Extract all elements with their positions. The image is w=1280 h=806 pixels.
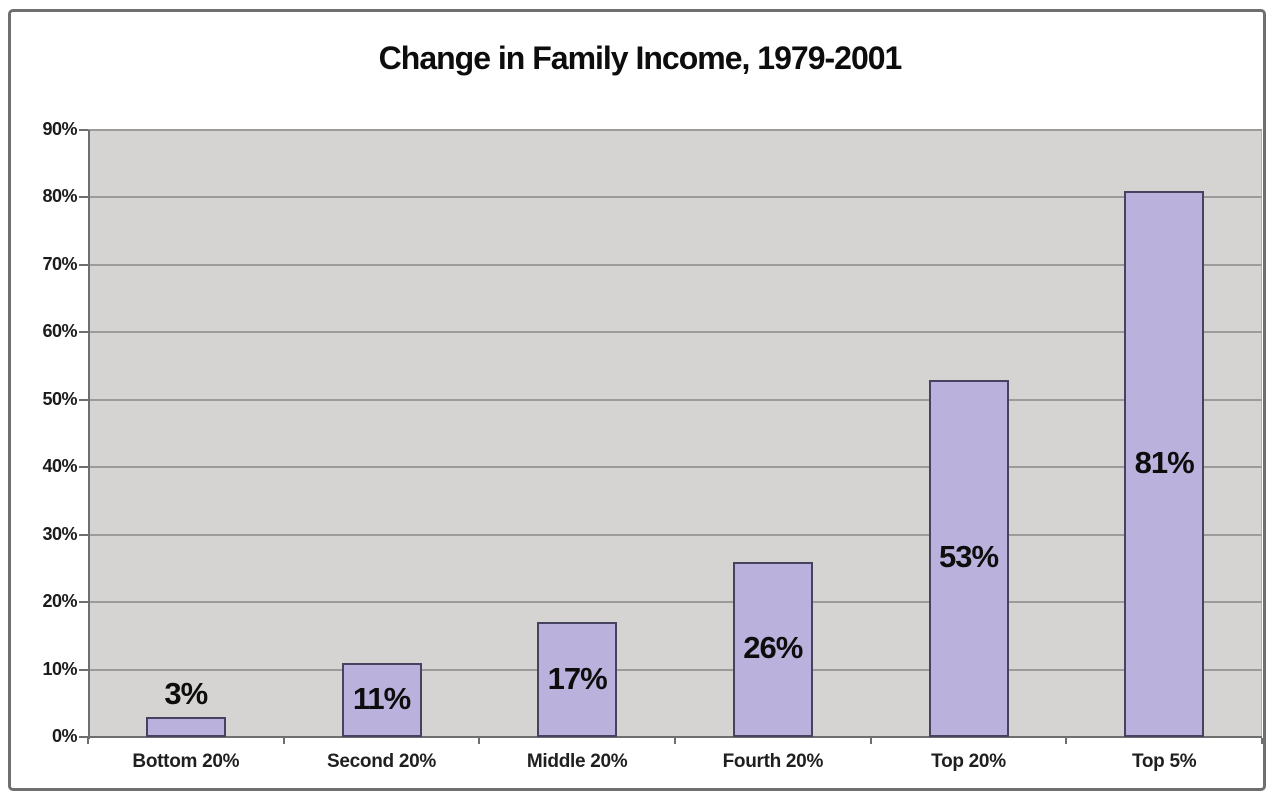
gridline-40 [88,466,1262,469]
gridline-80 [88,196,1262,199]
bar-bottom-20- [145,716,226,737]
x-tick-0 [87,738,89,744]
y-tick-30% [79,533,88,536]
y-tick-20% [79,601,88,604]
y-axis-label-90%: 90% [42,119,77,139]
gridline-20 [88,601,1262,604]
y-axis-label-30%: 30% [42,523,77,544]
bar-value-label: 3% [164,675,208,711]
gridline-60 [88,331,1262,334]
y-axis-label-40%: 40% [42,456,77,477]
y-tick-90% [79,129,88,131]
bar-value-label: 26% [743,630,803,666]
bar-value-label: 11% [352,680,411,716]
chart-title: Change in Family Income, 1979-2001 [378,40,903,76]
bar-fourth-20- [732,561,813,737]
x-axis-line [88,736,1262,738]
bar-middle-20- [537,622,618,737]
y-tick-40% [79,466,88,469]
y-axis-label-0%: 0% [51,726,78,746]
x-axis-label-fourth-20-: Fourth 20% [722,751,824,772]
gridline-70 [88,263,1262,266]
x-tick-4 [869,738,872,744]
y-axis-label-50%: 50% [42,388,77,409]
x-axis-label-bottom-20-: Bottom 20% [132,751,240,772]
gridline-30 [88,533,1262,536]
y-axis-label-60%: 60% [42,321,77,342]
y-axis-label-20%: 20% [42,591,77,612]
bar-value-label: 17% [547,660,608,696]
y-tick-80% [79,196,88,199]
bar-top-5- [1124,190,1205,737]
x-axis-label-middle-20-: Middle 20% [526,751,628,772]
x-axis-label-top-5-: Top 5% [1131,751,1197,772]
y-tick-0% [79,736,88,738]
x-tick-3 [674,738,676,744]
plot-background [88,130,1262,737]
x-tick-1 [282,738,285,744]
y-tick-70% [79,263,88,266]
y-axis-line [88,130,90,739]
y-tick-10% [79,668,88,671]
y-tick-50% [79,398,88,401]
y-tick-60% [79,331,88,334]
x-axis-label-second-20-: Second 20% [327,751,436,772]
x-tick-5 [1065,738,1068,744]
bar-value-label: 81% [1134,444,1195,480]
gridline-10 [88,668,1262,671]
bar-second-20- [341,662,422,737]
x-axis-label-top-20-: Top 20% [931,751,1006,772]
x-tick-6 [1261,738,1263,744]
y-axis-label-80%: 80% [42,186,77,207]
gridline-50 [88,398,1262,401]
y-axis-label-70%: 70% [42,253,77,274]
y-axis-label-10%: 10% [42,658,77,679]
bar-value-label: 53% [938,539,999,575]
bar-top-20- [928,379,1009,737]
gridline-90 [88,129,1262,131]
x-tick-2 [478,738,481,744]
